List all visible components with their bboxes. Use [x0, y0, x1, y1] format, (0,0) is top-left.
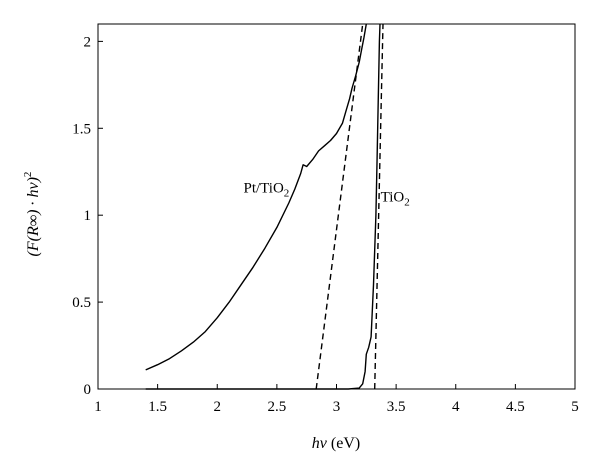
- x-axis-ticks: 1 1.5 2 2.5 3 3.5 4 4.5 5: [94, 384, 579, 415]
- series-line-pt-tio2-tangent: [315, 23, 364, 390]
- x-tick-label: 3: [333, 399, 341, 415]
- series-label-text: TiO: [381, 189, 405, 205]
- x-axis-title-symbol: hν: [312, 435, 328, 452]
- x-tick-label: 1: [94, 399, 102, 415]
- x-tick-label: 4: [452, 399, 460, 415]
- x-tick-label: 4.5: [506, 399, 525, 415]
- series-line-tio2: [145, 23, 381, 390]
- y-axis-title-text: (F(R∞) · hν): [25, 177, 42, 256]
- x-axis-title: hν (eV): [312, 435, 360, 452]
- y-tick-label: 2: [84, 34, 92, 50]
- x-axis-title-unit: (eV): [327, 435, 360, 452]
- series-label-subscript: 2: [284, 188, 290, 200]
- series-labels: Pt/TiO2 TiO2: [243, 181, 409, 209]
- series-line-tio2-tangent: [374, 23, 384, 390]
- y-axis-title: (F(R∞) · hν)2: [22, 172, 42, 257]
- y-tick-label: 1.5: [72, 121, 91, 137]
- y-tick-label: 1: [84, 208, 92, 224]
- y-axis-ticks: 0 0.5 1 1.5 2: [72, 34, 103, 398]
- y-tick-label: 0: [84, 382, 92, 398]
- plot-area: [97, 23, 576, 390]
- series-label-pt-tio2: Pt/TiO2: [243, 181, 289, 200]
- series-layer: [145, 23, 384, 390]
- y-tick-label: 0.5: [72, 295, 91, 311]
- y-axis-title-superscript: 2: [22, 172, 34, 178]
- x-tick-label: 3.5: [387, 399, 406, 415]
- series-label-subscript: 2: [404, 196, 410, 208]
- x-tick-label: 5: [571, 399, 579, 415]
- series-line-pt-tio2: [145, 23, 367, 371]
- series-label-tio2: TiO2: [381, 189, 410, 208]
- series-label-text: Pt/TiO: [243, 181, 283, 197]
- x-tick-label: 2: [214, 399, 222, 415]
- x-tick-label: 1.5: [148, 399, 167, 415]
- x-tick-label: 2.5: [268, 399, 287, 415]
